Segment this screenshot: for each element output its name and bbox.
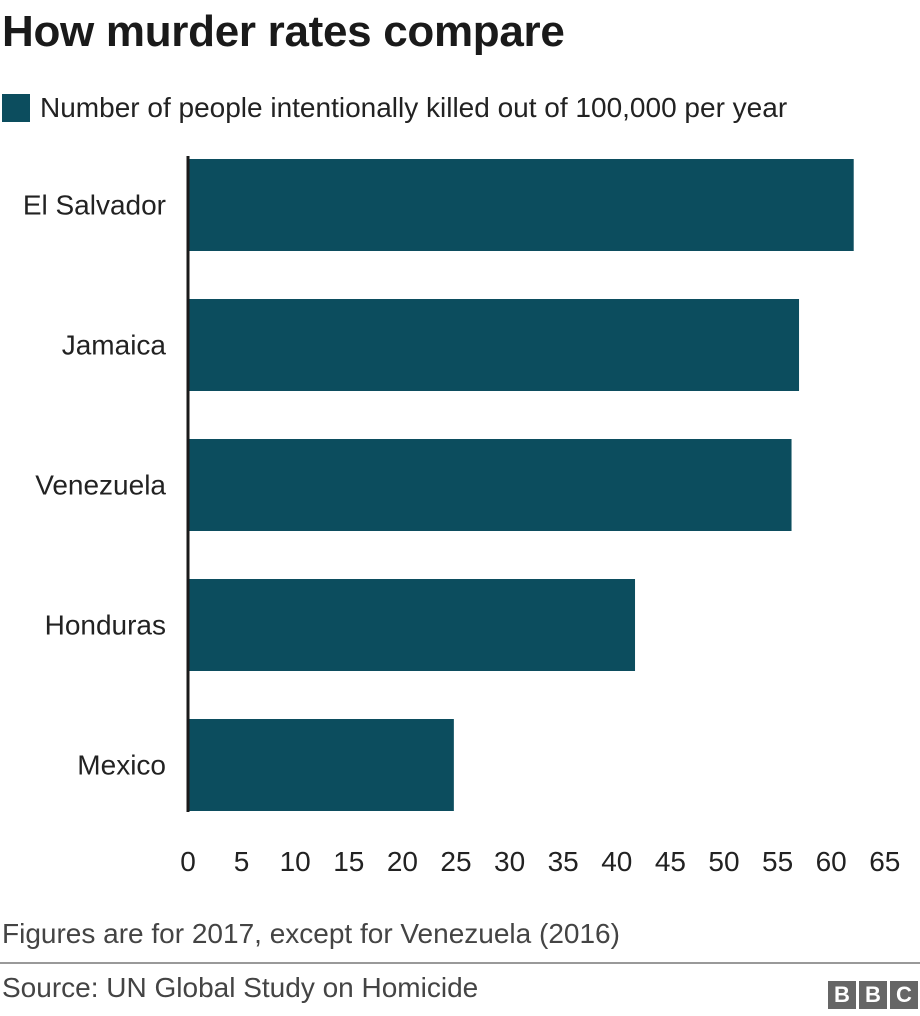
x-tick-label: 30 xyxy=(494,846,525,877)
bar xyxy=(188,579,636,671)
footnote: Figures are for 2017, except for Venezue… xyxy=(2,918,620,949)
x-tick-label: 50 xyxy=(708,846,739,877)
chart-title: How murder rates compare xyxy=(2,7,565,56)
bar xyxy=(188,159,854,251)
bbc-logo-letter: B xyxy=(859,981,887,1009)
x-tick-label: 5 xyxy=(234,846,250,877)
x-tick-label: 60 xyxy=(816,846,847,877)
bbc-logo-letter: B xyxy=(828,981,856,1009)
bbc-logo: B B C xyxy=(828,981,918,1009)
x-tick-label: 20 xyxy=(387,846,418,877)
x-tick-label: 25 xyxy=(440,846,471,877)
category-label: Venezuela xyxy=(35,470,166,501)
x-tick-label: 65 xyxy=(869,846,900,877)
category-label: Mexico xyxy=(77,750,166,781)
x-tick-label: 10 xyxy=(280,846,311,877)
category-label: Jamaica xyxy=(62,330,167,361)
legend: Number of people intentionally killed ou… xyxy=(2,88,787,128)
x-tick-label: 35 xyxy=(548,846,579,877)
source-note: Source: UN Global Study on Homicide xyxy=(2,972,479,1003)
footer-divider xyxy=(0,962,920,964)
x-tick-label: 0 xyxy=(180,846,196,877)
bbc-logo-letter: C xyxy=(890,981,918,1009)
x-tick-label: 40 xyxy=(601,846,632,877)
x-tick-label: 45 xyxy=(655,846,686,877)
bar xyxy=(188,299,800,391)
x-tick-label: 15 xyxy=(333,846,364,877)
x-tick-label: 55 xyxy=(762,846,793,877)
legend-swatch xyxy=(2,94,30,122)
category-label: El Salvador xyxy=(23,190,166,221)
legend-label: Number of people intentionally killed ou… xyxy=(40,92,788,123)
bar xyxy=(188,719,454,811)
category-label: Honduras xyxy=(45,610,166,641)
bar-chart: El Salvador Jamaica Venezuela Honduras Mexic… xyxy=(23,156,900,877)
bar xyxy=(188,439,792,531)
